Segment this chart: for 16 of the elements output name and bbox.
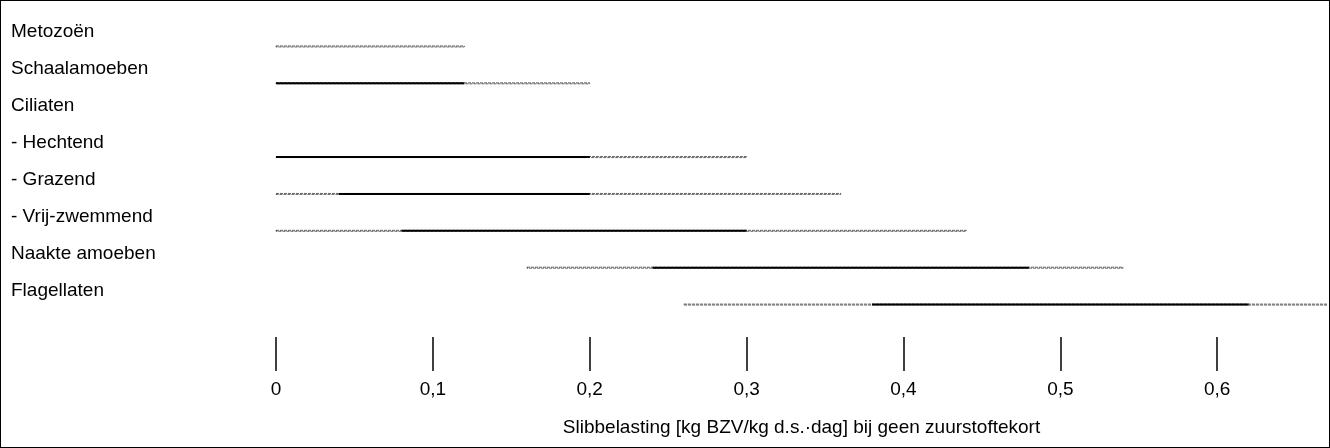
x-tick-label: 0,2 (576, 378, 603, 399)
y-tick-label: Naakte amoeben (11, 241, 156, 263)
y-tick-label: Schaalamoeben (11, 57, 149, 79)
x-tick-label: 0,3 (733, 378, 760, 399)
x-tick-label: 0,6 (1203, 378, 1231, 399)
x-tick-label: 0 (270, 378, 282, 399)
y-tick-label: - Vrij-zwemmend (11, 204, 153, 226)
y-tick-label: Ciliaten (11, 94, 75, 116)
x-tick-label: 0,5 (1047, 378, 1074, 399)
y-tick-label: Metozoën (11, 20, 95, 42)
x-axis-title: Slibbelasting [kg BZV/kg d.s.·dag] bij geen zuurstoftekort (562, 416, 1041, 437)
x-tick-label: 0,1 (419, 378, 447, 399)
x-tick-label: 0,4 (890, 378, 918, 399)
y-tick-label: - Grazend (11, 167, 96, 189)
y-tick-label: - Hechtend (11, 131, 104, 153)
y-tick-label: Flagellaten (11, 278, 104, 300)
